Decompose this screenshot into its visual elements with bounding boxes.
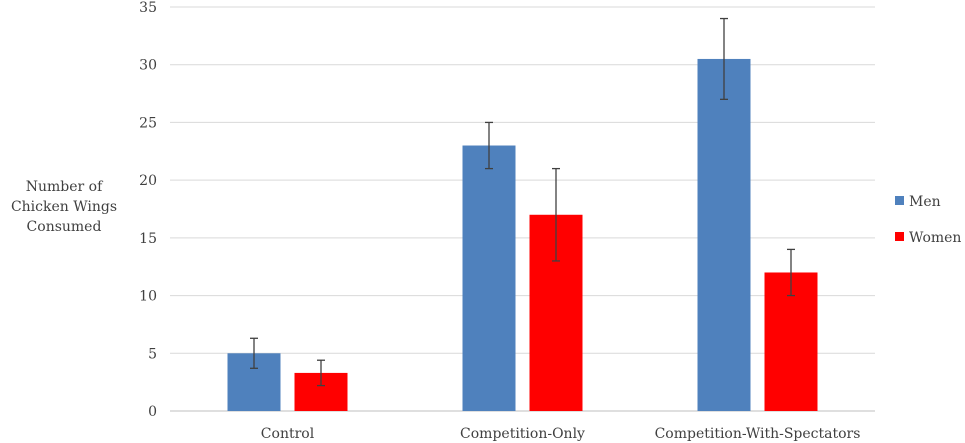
y-tick-label: 25	[139, 115, 157, 131]
x-category-label: Competition-Only	[460, 426, 585, 442]
legend-swatch	[895, 196, 904, 205]
y-tick-label: 35	[139, 0, 157, 16]
legend-label: Men	[909, 194, 941, 210]
y-tick-label: 0	[148, 404, 157, 420]
y-tick-label: 20	[139, 173, 157, 189]
bar-men-2	[697, 58, 751, 411]
gridlines	[170, 6, 875, 412]
error-bars	[250, 17, 795, 387]
error-bar	[250, 337, 258, 369]
error-bar	[552, 167, 560, 262]
error-bar	[485, 121, 493, 170]
y-tick-label: 5	[148, 346, 157, 362]
error-bar	[787, 248, 795, 297]
legend-item-women: Women	[895, 230, 961, 246]
y-tick-label: 10	[139, 289, 157, 305]
legend-label: Women	[909, 230, 961, 246]
bars	[227, 58, 818, 411]
y-axis-label: Number of Chicken Wings Consumed	[11, 179, 117, 235]
x-category-label: Control	[261, 426, 315, 442]
x-axis-categories: Control Competition-Only Competition-With-…	[261, 426, 861, 442]
bar-men-1	[462, 145, 516, 411]
x-category-label: Competition-With-Spectators	[655, 426, 861, 442]
y-tick-label: 30	[139, 58, 157, 74]
y-tick-label: 15	[139, 231, 157, 247]
legend-swatch	[895, 232, 904, 241]
legend-item-men: Men	[895, 194, 941, 210]
error-bar	[317, 359, 325, 387]
legend: Men Women	[895, 194, 961, 246]
error-bar	[720, 17, 728, 100]
y-axis-ticks: 0 5 10 15 20 25 30 35	[139, 0, 157, 420]
